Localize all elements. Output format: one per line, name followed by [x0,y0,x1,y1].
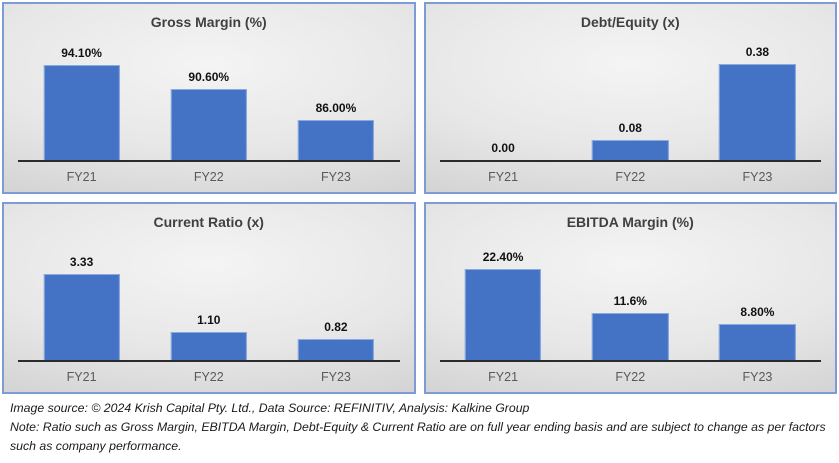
bar [592,139,669,160]
chart-panel-gross-margin: Gross Margin (%) 94.10% 90.60% 86.00% FY21… [2,2,416,194]
footer-source-line: Image source: © 2024 Krish Capital Pty. … [10,401,530,415]
chart-panel-current-ratio: Current Ratio (x) 3.33 1.10 0.82 FY21 FY22 F… [2,202,416,394]
charts-grid: Gross Margin (%) 94.10% 90.60% 86.00% FY21… [2,2,837,394]
data-label: 90.60% [188,69,230,84]
data-label: 3.33 [69,254,94,269]
axis-ticks: FY21 FY22 FY23 [18,362,400,392]
bar [170,331,247,360]
bar-cell: 86.00% [272,46,399,160]
data-label: 11.6% [613,293,647,308]
plot-area: 0.00 0.08 0.38 [439,44,821,162]
data-label: 0.38 [745,44,770,59]
bar [719,324,796,360]
axis-tick-label: FY22 [615,170,646,184]
bar [43,273,120,360]
axis-tick-label: FY23 [742,370,773,384]
bar-cell: 11.6% [567,246,694,360]
axis-tick-label: FY23 [742,170,773,184]
chart-panel-debt-equity: Debt/Equity (x) 0.00 0.08 0.38 FY21 FY22 FY2… [423,2,837,194]
bar-cell: 0.00 [440,46,567,160]
bar [297,338,375,360]
plot-area: 94.10% 90.60% 86.00% [18,46,400,162]
bar-cell: 3.33 [18,246,145,360]
bar [43,65,120,160]
bar-cell: 8.80% [694,246,821,360]
data-label: 22.40% [482,249,524,264]
bar-cell: 0.38 [694,44,821,160]
axis-tick-label: FY22 [615,370,646,384]
bar-cell: 90.60% [145,46,272,160]
data-label: 0.82 [324,319,348,334]
bar [170,88,247,160]
data-label: 86.00% [315,100,357,115]
axis-ticks: FY21 FY22 FY23 [18,162,400,192]
axis-ticks: FY21 FY22 FY23 [440,362,822,392]
bar [592,312,669,360]
chart-title: Debt/Equity (x) [580,14,680,30]
data-label: 0.00 [491,141,515,155]
bar-cell: 0.82 [272,246,399,360]
data-label: 94.10% [61,46,102,61]
axis-tick-label: FY23 [320,170,351,184]
axis-tick-label: FY21 [66,170,97,184]
chart-panel-ebitda-margin: EBITDA Margin (%) 22.40% 11.6% 8.80% FY21 F… [423,202,837,394]
figure-footer: Image source: © 2024 Krish Capital Pty. … [2,394,837,456]
bar-cell: 0.08 [567,46,694,160]
plot-area: 22.40% 11.6% 8.80% [439,246,821,362]
chart-title: Current Ratio (x) [153,214,264,230]
axis-tick-label: FY21 [66,370,97,384]
bar-cell: 22.40% [440,246,567,360]
axis-tick-label: FY22 [193,170,224,184]
axis-tick-label: FY23 [320,370,351,384]
bar [719,63,796,160]
axis-tick-label: FY21 [488,170,519,184]
data-label: 1.10 [197,312,221,327]
bar [464,268,542,360]
chart-title: EBITDA Margin (%) [566,214,694,230]
plot-area: 3.33 1.10 0.82 [18,246,400,362]
footer-note-line: Note: Ratio such as Gross Margin, EBITDA… [10,419,826,453]
data-label: 0.08 [618,120,642,135]
axis-tick-label: FY21 [488,370,519,384]
chart-title: Gross Margin (%) [150,14,267,30]
axis-tick-label: FY22 [193,370,224,384]
data-label: 8.80% [740,305,775,320]
bar-cell: 1.10 [145,246,272,360]
axis-ticks: FY21 FY22 FY23 [440,162,822,192]
bar [297,119,375,160]
bar-cell: 94.10% [18,46,145,160]
